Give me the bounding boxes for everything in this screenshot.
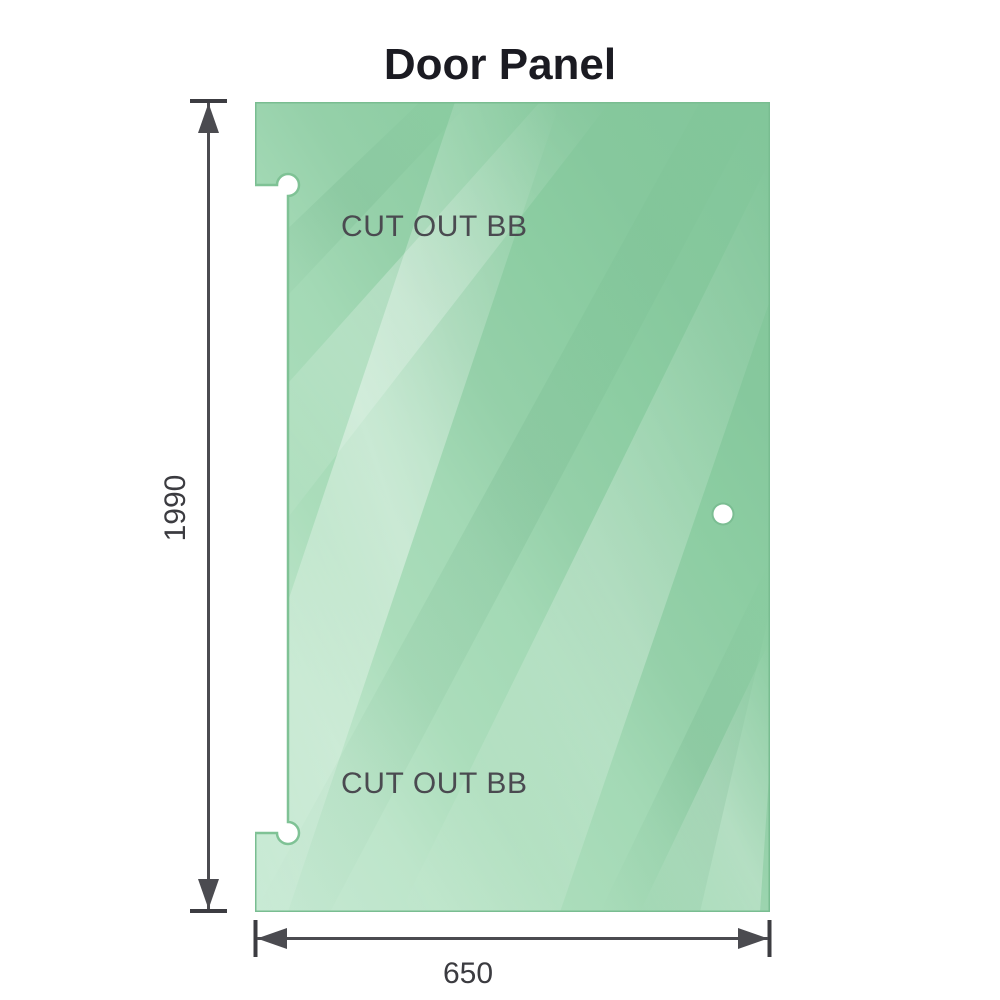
glass-reflection-streaks bbox=[255, 102, 770, 912]
width-dim-label: 650 bbox=[443, 957, 493, 990]
cutout-bb-upper-outline bbox=[255, 172, 301, 846]
cutout-label-lower: CUT OUT BB bbox=[341, 767, 528, 800]
handle-hole bbox=[711, 502, 735, 526]
cutout-label-upper: CUT OUT BB bbox=[341, 210, 528, 243]
width-dim-arrow-left bbox=[257, 928, 287, 949]
width-dimension: 650 bbox=[253, 920, 772, 990]
width-dim-arrow-right bbox=[738, 928, 768, 949]
glass-panel-group bbox=[255, 102, 770, 912]
height-dim-arrow-up bbox=[198, 103, 219, 133]
height-dim-label: 1990 bbox=[159, 475, 192, 542]
cutout-outlines bbox=[255, 172, 301, 846]
height-dim-arrow-down bbox=[198, 879, 219, 909]
page-title: Door Panel bbox=[384, 40, 616, 89]
height-dimension: 1990 bbox=[159, 99, 227, 913]
